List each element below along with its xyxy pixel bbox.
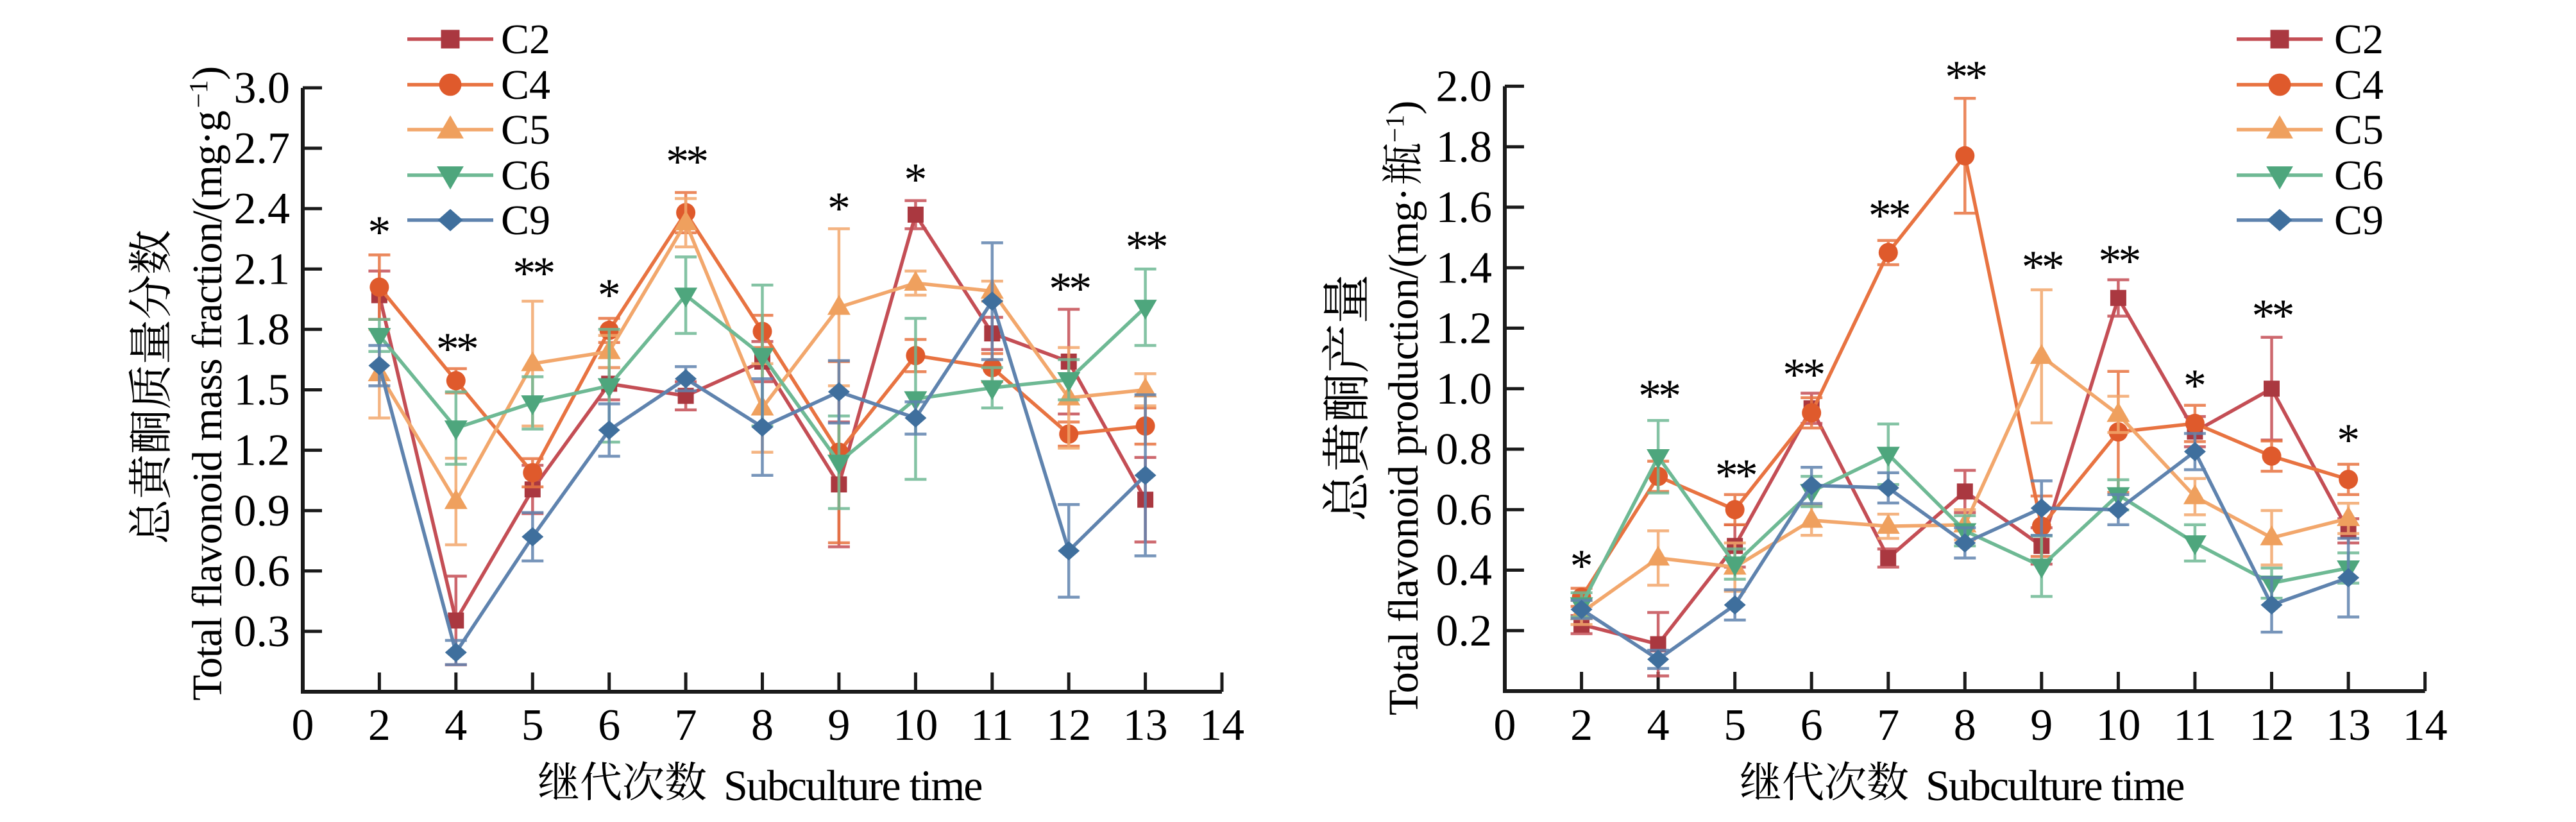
svg-text:0.6: 0.6 — [234, 547, 291, 596]
svg-text:*: * — [2183, 360, 2207, 411]
svg-text:11: 11 — [970, 701, 1013, 750]
svg-text:2: 2 — [368, 701, 391, 750]
svg-text:3.0: 3.0 — [234, 64, 291, 113]
svg-text:9: 9 — [2030, 701, 2053, 750]
svg-text:C4: C4 — [2334, 62, 2384, 108]
svg-text:Subculture time: Subculture time — [1926, 761, 2183, 810]
svg-text:**: ** — [1945, 51, 1986, 103]
svg-text:6: 6 — [598, 701, 620, 750]
svg-text:−1: −1 — [183, 80, 213, 108]
svg-text:*: * — [904, 154, 927, 205]
svg-text:2.4: 2.4 — [234, 184, 291, 234]
svg-text:Subculture time: Subculture time — [724, 761, 981, 810]
svg-text:6: 6 — [1801, 701, 1823, 750]
svg-text:**: ** — [1049, 263, 1090, 314]
svg-text:0: 0 — [1494, 701, 1516, 750]
svg-text:4: 4 — [445, 701, 467, 750]
svg-text:1.2: 1.2 — [234, 426, 291, 475]
svg-text:C2: C2 — [501, 16, 550, 63]
svg-text:9: 9 — [827, 701, 850, 750]
svg-text:0: 0 — [292, 701, 314, 750]
svg-text:2.7: 2.7 — [234, 124, 291, 173]
svg-text:*: * — [598, 270, 621, 321]
svg-text:**: ** — [1783, 349, 1824, 400]
svg-text:**: ** — [513, 248, 554, 299]
svg-text:0.6: 0.6 — [1436, 485, 1493, 535]
svg-text:1.8: 1.8 — [234, 305, 291, 354]
svg-text:*: * — [2337, 415, 2360, 466]
svg-text:12: 12 — [1046, 701, 1091, 750]
svg-text:**: ** — [1868, 190, 1910, 241]
svg-text:): ) — [1380, 101, 1427, 115]
svg-text:*: * — [827, 183, 851, 234]
svg-text:C6: C6 — [501, 152, 550, 199]
svg-text:7: 7 — [675, 701, 697, 750]
svg-text:): ) — [184, 66, 231, 80]
svg-text:−1: −1 — [1380, 115, 1409, 143]
svg-text:14: 14 — [1199, 701, 1244, 750]
svg-text:**: ** — [1638, 370, 1679, 422]
svg-text:C2: C2 — [2334, 16, 2384, 63]
svg-text:2.0: 2.0 — [1436, 62, 1493, 112]
svg-text:Total flavonoid production/(mg: Total flavonoid production/(mg· — [1380, 188, 1427, 715]
svg-text:10: 10 — [2096, 701, 2140, 750]
svg-text:0.4: 0.4 — [1436, 546, 1493, 595]
svg-text:C9: C9 — [2334, 197, 2384, 244]
svg-text:0.8: 0.8 — [1436, 425, 1493, 474]
svg-text:1.2: 1.2 — [1436, 304, 1493, 354]
svg-text:5: 5 — [1724, 701, 1746, 750]
svg-text:*: * — [368, 207, 391, 258]
svg-text:14: 14 — [2403, 701, 2448, 750]
svg-text:**: ** — [2022, 241, 2063, 293]
svg-text:5: 5 — [521, 701, 544, 750]
svg-text:1.4: 1.4 — [1436, 243, 1493, 293]
svg-text:**: ** — [2252, 290, 2293, 341]
svg-text:8: 8 — [1954, 701, 1976, 750]
svg-text:10: 10 — [893, 701, 938, 750]
svg-text:**: ** — [666, 136, 707, 187]
svg-text:**: ** — [1715, 450, 1756, 501]
svg-text:0.9: 0.9 — [234, 486, 291, 536]
svg-text:**: ** — [2098, 235, 2139, 287]
svg-text:7: 7 — [1877, 701, 1899, 750]
svg-text:C5: C5 — [2334, 107, 2384, 153]
svg-text:13: 13 — [1123, 701, 1168, 750]
svg-text:4: 4 — [1647, 701, 1670, 750]
svg-text:C4: C4 — [501, 62, 550, 108]
svg-text:C6: C6 — [2334, 152, 2384, 199]
svg-text:Total flavonoid mass fraction/: Total flavonoid mass fraction/(mg·g — [184, 111, 231, 701]
svg-text:1.6: 1.6 — [1436, 183, 1493, 232]
svg-text:2.1: 2.1 — [234, 244, 291, 294]
svg-text:0.2: 0.2 — [1436, 606, 1493, 656]
svg-text:2: 2 — [1570, 701, 1593, 750]
svg-text:**: ** — [436, 323, 477, 375]
svg-text:12: 12 — [2250, 701, 2294, 750]
svg-text:1.8: 1.8 — [1436, 123, 1493, 172]
svg-text:1.0: 1.0 — [1436, 364, 1493, 414]
svg-text:**: ** — [1126, 221, 1167, 273]
svg-text:C5: C5 — [501, 107, 550, 153]
svg-text:0.3: 0.3 — [234, 607, 291, 656]
svg-text:13: 13 — [2326, 701, 2371, 750]
svg-text:C9: C9 — [501, 197, 550, 244]
svg-text:11: 11 — [2173, 701, 2216, 750]
svg-text:1.5: 1.5 — [234, 366, 291, 415]
svg-text:8: 8 — [751, 701, 774, 750]
svg-text:*: * — [1570, 540, 1593, 592]
